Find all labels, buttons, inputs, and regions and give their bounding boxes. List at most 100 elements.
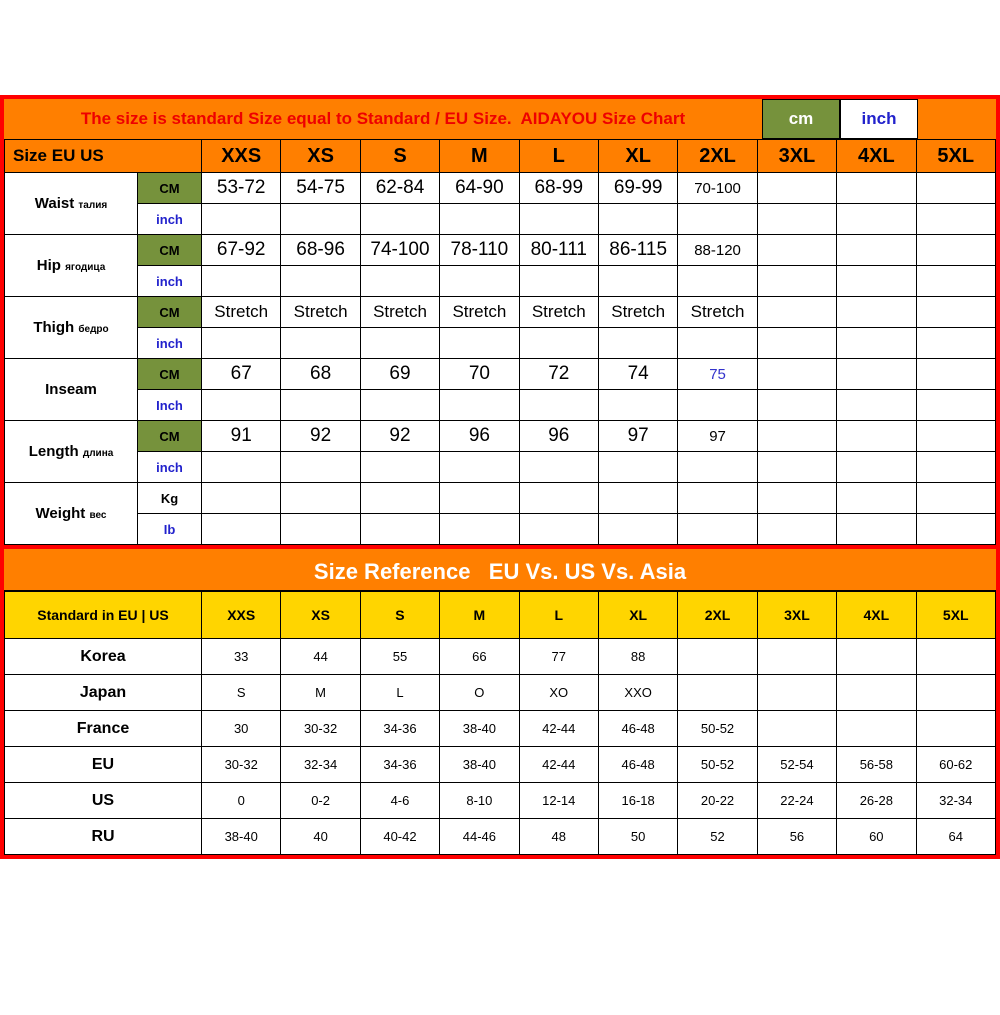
size-chart-frame: The size is standard Size equal to Stand… (0, 95, 1000, 859)
value-cell: S (200, 674, 282, 711)
table-row: EU 30-32 32-34 34-36 38-40 42-44 46-48 5… (4, 746, 997, 783)
measurement-note: ягодица (65, 262, 106, 273)
value-cell: 30-32 (200, 746, 282, 783)
value-cell: 44-46 (439, 818, 520, 855)
value-cell (201, 327, 282, 359)
value-cell (756, 296, 838, 328)
value-cell (915, 265, 997, 297)
unit-inch-cell: inch (840, 99, 918, 139)
size-chart-title: The size is standard Size equal to Stand… (80, 109, 686, 128)
measurement-note: талия (78, 200, 108, 211)
value-cell (359, 389, 441, 421)
value-cell (518, 451, 599, 483)
unit-label-cm: CM (136, 172, 203, 204)
measurement-name: Length (28, 443, 79, 460)
size-chart-table: Size EU US XXS XS S M L XL 2XL 3XL 4XL 5… (3, 139, 997, 545)
table-row: Length длина CM 91 92 92 96 96 97 97 (4, 420, 997, 483)
value-cell: 68-96 (280, 234, 361, 266)
value-cell: Stretch (677, 296, 758, 328)
value-cell: 42-44 (518, 710, 599, 747)
value-cell: Stretch (518, 296, 599, 328)
value-cell: 78-110 (439, 234, 520, 266)
value-cell (915, 234, 997, 266)
value-cell (280, 451, 361, 483)
table-row: Waist талия CM 53-72 54-75 62-84 64-90 6… (4, 172, 997, 235)
value-cell (359, 203, 441, 235)
value-cell (756, 638, 838, 675)
value-cell (677, 203, 758, 235)
value-cell (915, 513, 997, 545)
value-cell (597, 327, 679, 359)
value-cell: 64 (915, 818, 997, 855)
value-cell: 50-52 (677, 710, 758, 747)
table-row: US 0 0-2 4-6 8-10 12-14 16-18 20-22 22-2… (4, 782, 997, 819)
value-cell (915, 296, 997, 328)
column-header-5xl: 5XL (915, 139, 997, 173)
value-cell: 32-34 (280, 746, 361, 783)
value-cell: 0 (200, 782, 282, 819)
column-header-2xl: 2XL (677, 139, 758, 173)
value-cell: 69 (359, 358, 441, 390)
unit-label-inch: inch (136, 265, 203, 297)
table-row: Ib (5, 513, 997, 545)
column-header-m: M (439, 591, 520, 639)
value-cell (201, 451, 282, 483)
row-label-waist: Waist талия (4, 172, 138, 235)
value-cell (597, 265, 679, 297)
value-cell: 33 (200, 638, 282, 675)
value-cell: 56 (756, 818, 838, 855)
value-cell: 20-22 (677, 782, 758, 819)
value-cell (915, 674, 997, 711)
unit-label-inch: inch (136, 327, 203, 359)
value-cell (756, 172, 838, 204)
value-cell (280, 389, 361, 421)
value-cell (518, 203, 599, 235)
column-header-xs: XS (280, 591, 361, 639)
table-row: Weight вес Kg (4, 482, 997, 545)
value-cell (836, 482, 917, 514)
row-label-korea: Korea (4, 638, 202, 675)
value-cell (518, 482, 599, 514)
measurement-note: длина (82, 448, 114, 459)
value-cell (518, 327, 599, 359)
value-cell (359, 451, 441, 483)
value-cell (439, 327, 520, 359)
column-header-s: S (359, 139, 441, 173)
value-cell (201, 389, 282, 421)
table-row: RU 38-40 40 40-42 44-46 48 50 52 56 60 6… (4, 818, 997, 855)
value-cell: 60 (836, 818, 917, 855)
value-cell: 38-40 (439, 746, 520, 783)
value-cell: 0-2 (280, 782, 361, 819)
value-cell: XO (518, 674, 599, 711)
value-cell: 26-28 (836, 782, 917, 819)
reference-corner-label: Standard in EU | US (4, 591, 202, 639)
value-cell (915, 389, 997, 421)
unit-label-lb: Ib (136, 513, 203, 545)
value-cell (280, 327, 361, 359)
value-cell: O (439, 674, 520, 711)
value-cell: Stretch (439, 296, 520, 328)
value-cell (836, 710, 917, 747)
size-reference-table: Standard in EU | US XXS XS S M L XL 2XL … (4, 591, 997, 855)
column-header-xl: XL (597, 591, 679, 639)
value-cell: 77 (518, 638, 599, 675)
table-row: inch (5, 327, 997, 359)
value-cell (756, 420, 838, 452)
value-cell: 40 (280, 818, 361, 855)
value-cell: 38-40 (439, 710, 520, 747)
table-row: Korea 33 44 55 66 77 88 (4, 638, 997, 675)
value-cell (359, 265, 441, 297)
value-cell (836, 674, 917, 711)
value-cell (439, 389, 520, 421)
unit-label-cm: CM (136, 420, 203, 452)
value-cell (677, 451, 758, 483)
value-cell (201, 203, 282, 235)
value-cell: 96 (518, 420, 599, 452)
value-cell (677, 674, 758, 711)
value-cell (518, 513, 599, 545)
column-header-s: S (359, 591, 441, 639)
value-cell: 75 (677, 358, 758, 390)
value-cell (915, 203, 997, 235)
value-cell: 96 (439, 420, 520, 452)
table-row: inch (5, 203, 997, 235)
